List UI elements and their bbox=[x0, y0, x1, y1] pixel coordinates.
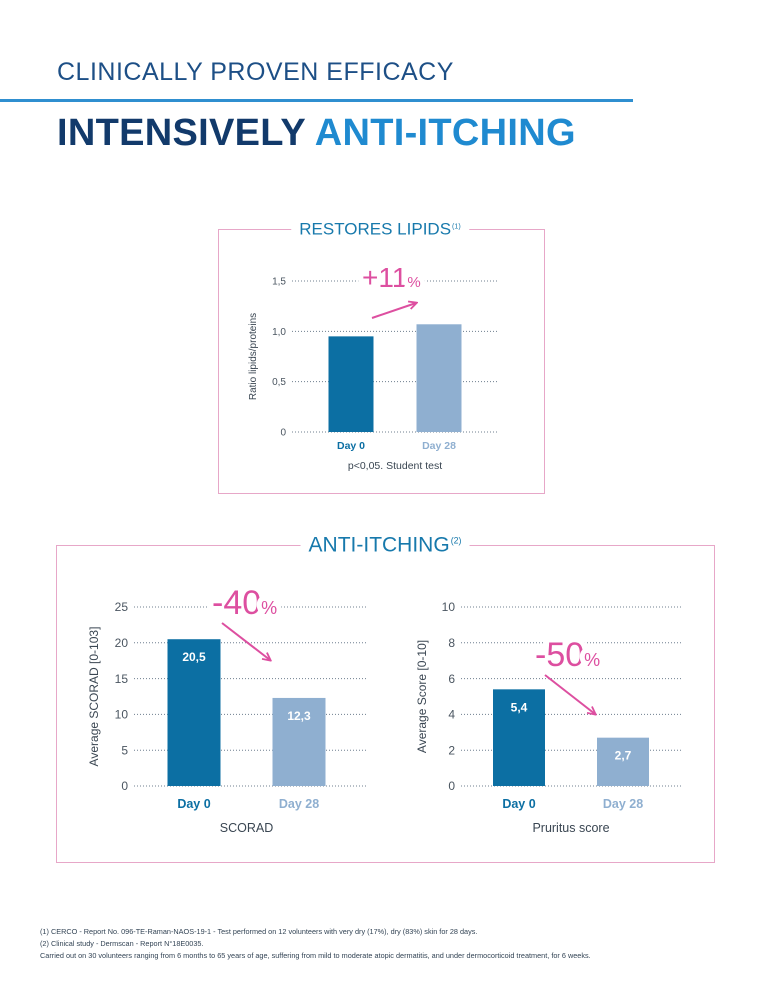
footnote-1: (1) CERCO - Report No. 096-TE-Raman-NAOS… bbox=[40, 927, 478, 936]
lipids-category-label: Day 0 bbox=[337, 440, 365, 452]
pruritus-value-label: 5,4 bbox=[511, 700, 528, 714]
lipids-bar-day28 bbox=[416, 324, 462, 432]
pruritus-bar-day0 bbox=[493, 689, 545, 786]
scorad-category-label: Day 28 bbox=[279, 797, 319, 811]
scorad-change-annotation: -40% bbox=[212, 584, 277, 622]
lipids-change-arrow bbox=[371, 303, 416, 319]
lipids-tick-label: 1,5 bbox=[272, 277, 286, 288]
scorad-change-arrow bbox=[221, 622, 270, 660]
scorad-change-unit: % bbox=[261, 598, 277, 618]
scorad-tick-label: 20 bbox=[115, 636, 129, 650]
scorad-tick-label: 0 bbox=[121, 779, 128, 793]
page-title: INTENSIVELY ANTI-ITCHING bbox=[57, 112, 576, 155]
pruritus-tick-label: 8 bbox=[448, 636, 455, 650]
pruritus-category-label: Day 0 bbox=[502, 797, 535, 811]
pruritus-change-arrow bbox=[544, 674, 595, 714]
pruritus-y-axis-label: Average Score [0-10] bbox=[415, 640, 429, 753]
scorad-tick-label: 25 bbox=[115, 600, 129, 614]
pruritus-tick-label: 4 bbox=[448, 708, 455, 722]
lipids-change-value: +11 bbox=[362, 262, 407, 293]
pruritus-x-axis-caption: Pruritus score bbox=[532, 821, 609, 835]
lipids-change-annotation: +11% bbox=[362, 262, 421, 293]
scorad-tick-label: 5 bbox=[121, 743, 128, 757]
page-title-part-1: INTENSIVELY bbox=[57, 112, 306, 154]
scorad-tick-label: 10 bbox=[115, 708, 129, 722]
header-divider bbox=[0, 99, 633, 102]
itching-panel-title-text: ANTI-ITCHING bbox=[308, 533, 450, 557]
footnote-3: Carried out on 30 volunteers ranging fro… bbox=[40, 951, 591, 960]
page-title-part-2: ANTI-ITCHING bbox=[314, 112, 576, 154]
itching-footnote-ref: (2) bbox=[450, 535, 462, 546]
pruritus-tick-label: 6 bbox=[448, 672, 455, 686]
scorad-change-value: -40 bbox=[212, 584, 261, 622]
lipids-x-axis-caption: p<0,05. Student test bbox=[348, 460, 442, 472]
scorad-bar-day0 bbox=[167, 639, 221, 786]
pruritus-tick-label: 2 bbox=[448, 743, 455, 757]
lipids-footnote-ref: (1) bbox=[452, 222, 461, 231]
scorad-category-label: Day 0 bbox=[177, 797, 210, 811]
pruritus-category-label: Day 28 bbox=[603, 797, 643, 811]
footnote-2: (2) Clinical study - Dermscan - Report N… bbox=[40, 939, 204, 948]
lipids-tick-label: 0 bbox=[280, 428, 286, 439]
lipids-y-axis-label: Ratio lipids/proteins bbox=[248, 313, 259, 400]
lipids-category-label: Day 28 bbox=[422, 440, 456, 452]
footnotes: (1) CERCO - Report No. 096-TE-Raman-NAOS… bbox=[40, 926, 740, 962]
pruritus-change-unit: % bbox=[584, 650, 600, 670]
section-kicker: CLINICALLY PROVEN EFFICACY bbox=[57, 58, 454, 86]
lipids-tick-label: 0,5 bbox=[272, 377, 286, 388]
lipids-tick-label: 1,0 bbox=[272, 327, 286, 338]
pruritus-tick-label: 10 bbox=[442, 600, 456, 614]
itching-panel-title: ANTI-ITCHING(2) bbox=[300, 533, 470, 557]
lipids-bar-day0 bbox=[328, 336, 374, 432]
scorad-x-axis-caption: SCORAD bbox=[220, 821, 273, 835]
pruritus-value-label: 2,7 bbox=[615, 749, 632, 763]
scorad-bar-day28 bbox=[272, 697, 326, 786]
scorad-value-label: 20,5 bbox=[182, 650, 206, 664]
lipids-panel-title: RESTORES LIPIDS(1) bbox=[291, 219, 469, 239]
pruritus-change-value: -50 bbox=[535, 636, 584, 674]
pruritus-tick-label: 0 bbox=[448, 779, 455, 793]
pruritus-bar-day28 bbox=[597, 737, 649, 786]
pruritus-change-annotation: -50% bbox=[535, 636, 600, 674]
lipids-change-unit: % bbox=[407, 274, 420, 291]
scorad-y-axis-label: Average SCORAD [0-103] bbox=[87, 627, 101, 767]
scorad-tick-label: 15 bbox=[115, 672, 129, 686]
scorad-value-label: 12,3 bbox=[287, 709, 311, 723]
lipids-panel-title-text: RESTORES LIPIDS bbox=[299, 219, 452, 239]
